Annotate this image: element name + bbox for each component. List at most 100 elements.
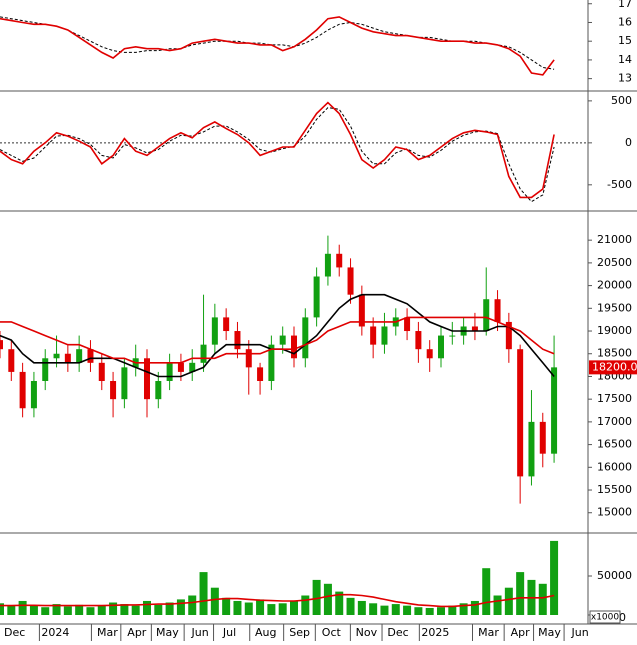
candle-body — [211, 317, 218, 345]
candle-body — [42, 358, 49, 381]
candle-body — [505, 321, 512, 350]
y-tick-label: 16000 — [597, 460, 632, 473]
y-tick-label: 19500 — [597, 301, 632, 314]
candle-body — [98, 362, 105, 381]
volume-bar — [437, 607, 445, 615]
indicator-line — [0, 316, 555, 364]
volume-bar — [176, 599, 185, 615]
volume-bar — [165, 602, 174, 615]
y-tick-label: 20500 — [597, 256, 632, 269]
candle-body — [110, 380, 117, 400]
y-tick-label: 17000 — [597, 415, 632, 428]
candle-body — [245, 349, 252, 368]
y-tick-label: 18500 — [597, 347, 632, 360]
volume-bar — [41, 607, 50, 615]
y-tick-label: 50000 — [597, 569, 632, 582]
candle-body — [471, 326, 478, 332]
y-tick-label: 17 — [618, 0, 632, 10]
candle-body — [53, 353, 60, 359]
candle-body — [494, 299, 501, 322]
volume-bar — [233, 600, 242, 615]
volume-bar — [131, 605, 140, 615]
candle-body — [223, 317, 230, 332]
volume-bar — [391, 604, 400, 615]
volume-bar — [448, 605, 457, 615]
candle-body — [121, 367, 128, 400]
x-tick-label: May — [156, 626, 179, 639]
volume-bar — [482, 568, 491, 615]
candle-body — [87, 349, 94, 363]
volume-bar — [312, 579, 321, 615]
volume-bar — [143, 600, 151, 615]
x-tick-label: Mar — [97, 626, 118, 639]
signal-line — [0, 107, 555, 203]
candle-body — [313, 276, 320, 318]
candle-body — [30, 380, 37, 409]
volume-bar — [210, 587, 219, 615]
indicator-line — [0, 593, 555, 608]
x-tick-label: Jun — [191, 626, 209, 639]
volume-bar — [29, 605, 38, 615]
volume-bar — [256, 599, 265, 615]
volume-bar — [335, 591, 344, 615]
candle-body — [155, 380, 162, 400]
candle-body — [177, 362, 184, 372]
candle-body — [189, 362, 196, 372]
last-price-box — [589, 360, 637, 375]
candle-body — [347, 267, 354, 295]
candle-body — [200, 344, 207, 363]
volume-bar — [18, 600, 27, 615]
volume-bar — [538, 583, 547, 615]
volume-bar — [244, 602, 253, 615]
candle-body — [144, 358, 150, 400]
candle-body — [76, 349, 83, 363]
x-tick-label: Mar — [478, 626, 499, 639]
candle-body — [8, 349, 15, 372]
volume-bar — [75, 604, 84, 615]
candle-body — [381, 326, 388, 345]
y-tick-label: 21000 — [597, 233, 632, 246]
x-tick-label: Sep — [289, 626, 310, 639]
candle-body — [291, 335, 297, 359]
y-tick-label: 16 — [618, 15, 632, 28]
candle-body — [0, 340, 3, 350]
volume-bar — [52, 604, 61, 615]
candle-body — [517, 349, 524, 477]
last-price-label: 18200.00 — [592, 360, 637, 373]
x-tick-label: Dec — [387, 626, 408, 639]
volume-bar — [0, 603, 4, 615]
indicator-line — [0, 16, 555, 76]
y-tick-label: 15 — [618, 34, 632, 47]
volume-bar — [470, 600, 479, 615]
volume-bar — [346, 597, 355, 615]
volume-bar — [7, 605, 16, 615]
x-tick-label: Aug — [255, 626, 276, 639]
candle-body — [324, 253, 331, 277]
volume-bar — [188, 595, 197, 615]
y-tick-label: 20000 — [597, 279, 632, 292]
candle-body — [234, 331, 241, 350]
volume-bar — [380, 605, 389, 615]
candle-body — [551, 367, 558, 454]
volume-bar — [63, 606, 72, 615]
volume-bar — [86, 607, 95, 615]
candle-body — [268, 344, 275, 381]
x-tick-label: Apr — [127, 626, 147, 639]
volume-bar — [290, 600, 298, 615]
volume-bar — [267, 604, 276, 615]
y-tick-label: 19000 — [597, 324, 632, 337]
x-tick-label: Oct — [322, 626, 342, 639]
candle-body — [358, 294, 365, 327]
volume-bar — [369, 603, 378, 615]
volume-bar — [97, 605, 106, 615]
y-tick-label: 17500 — [597, 392, 632, 405]
y-tick-label: 0 — [619, 611, 626, 624]
x-tick-label: 2024 — [41, 626, 69, 639]
candle-body — [166, 362, 173, 381]
candle-body — [257, 367, 264, 381]
x-tick-label: Apr — [511, 626, 531, 639]
volume-bar — [516, 572, 525, 615]
